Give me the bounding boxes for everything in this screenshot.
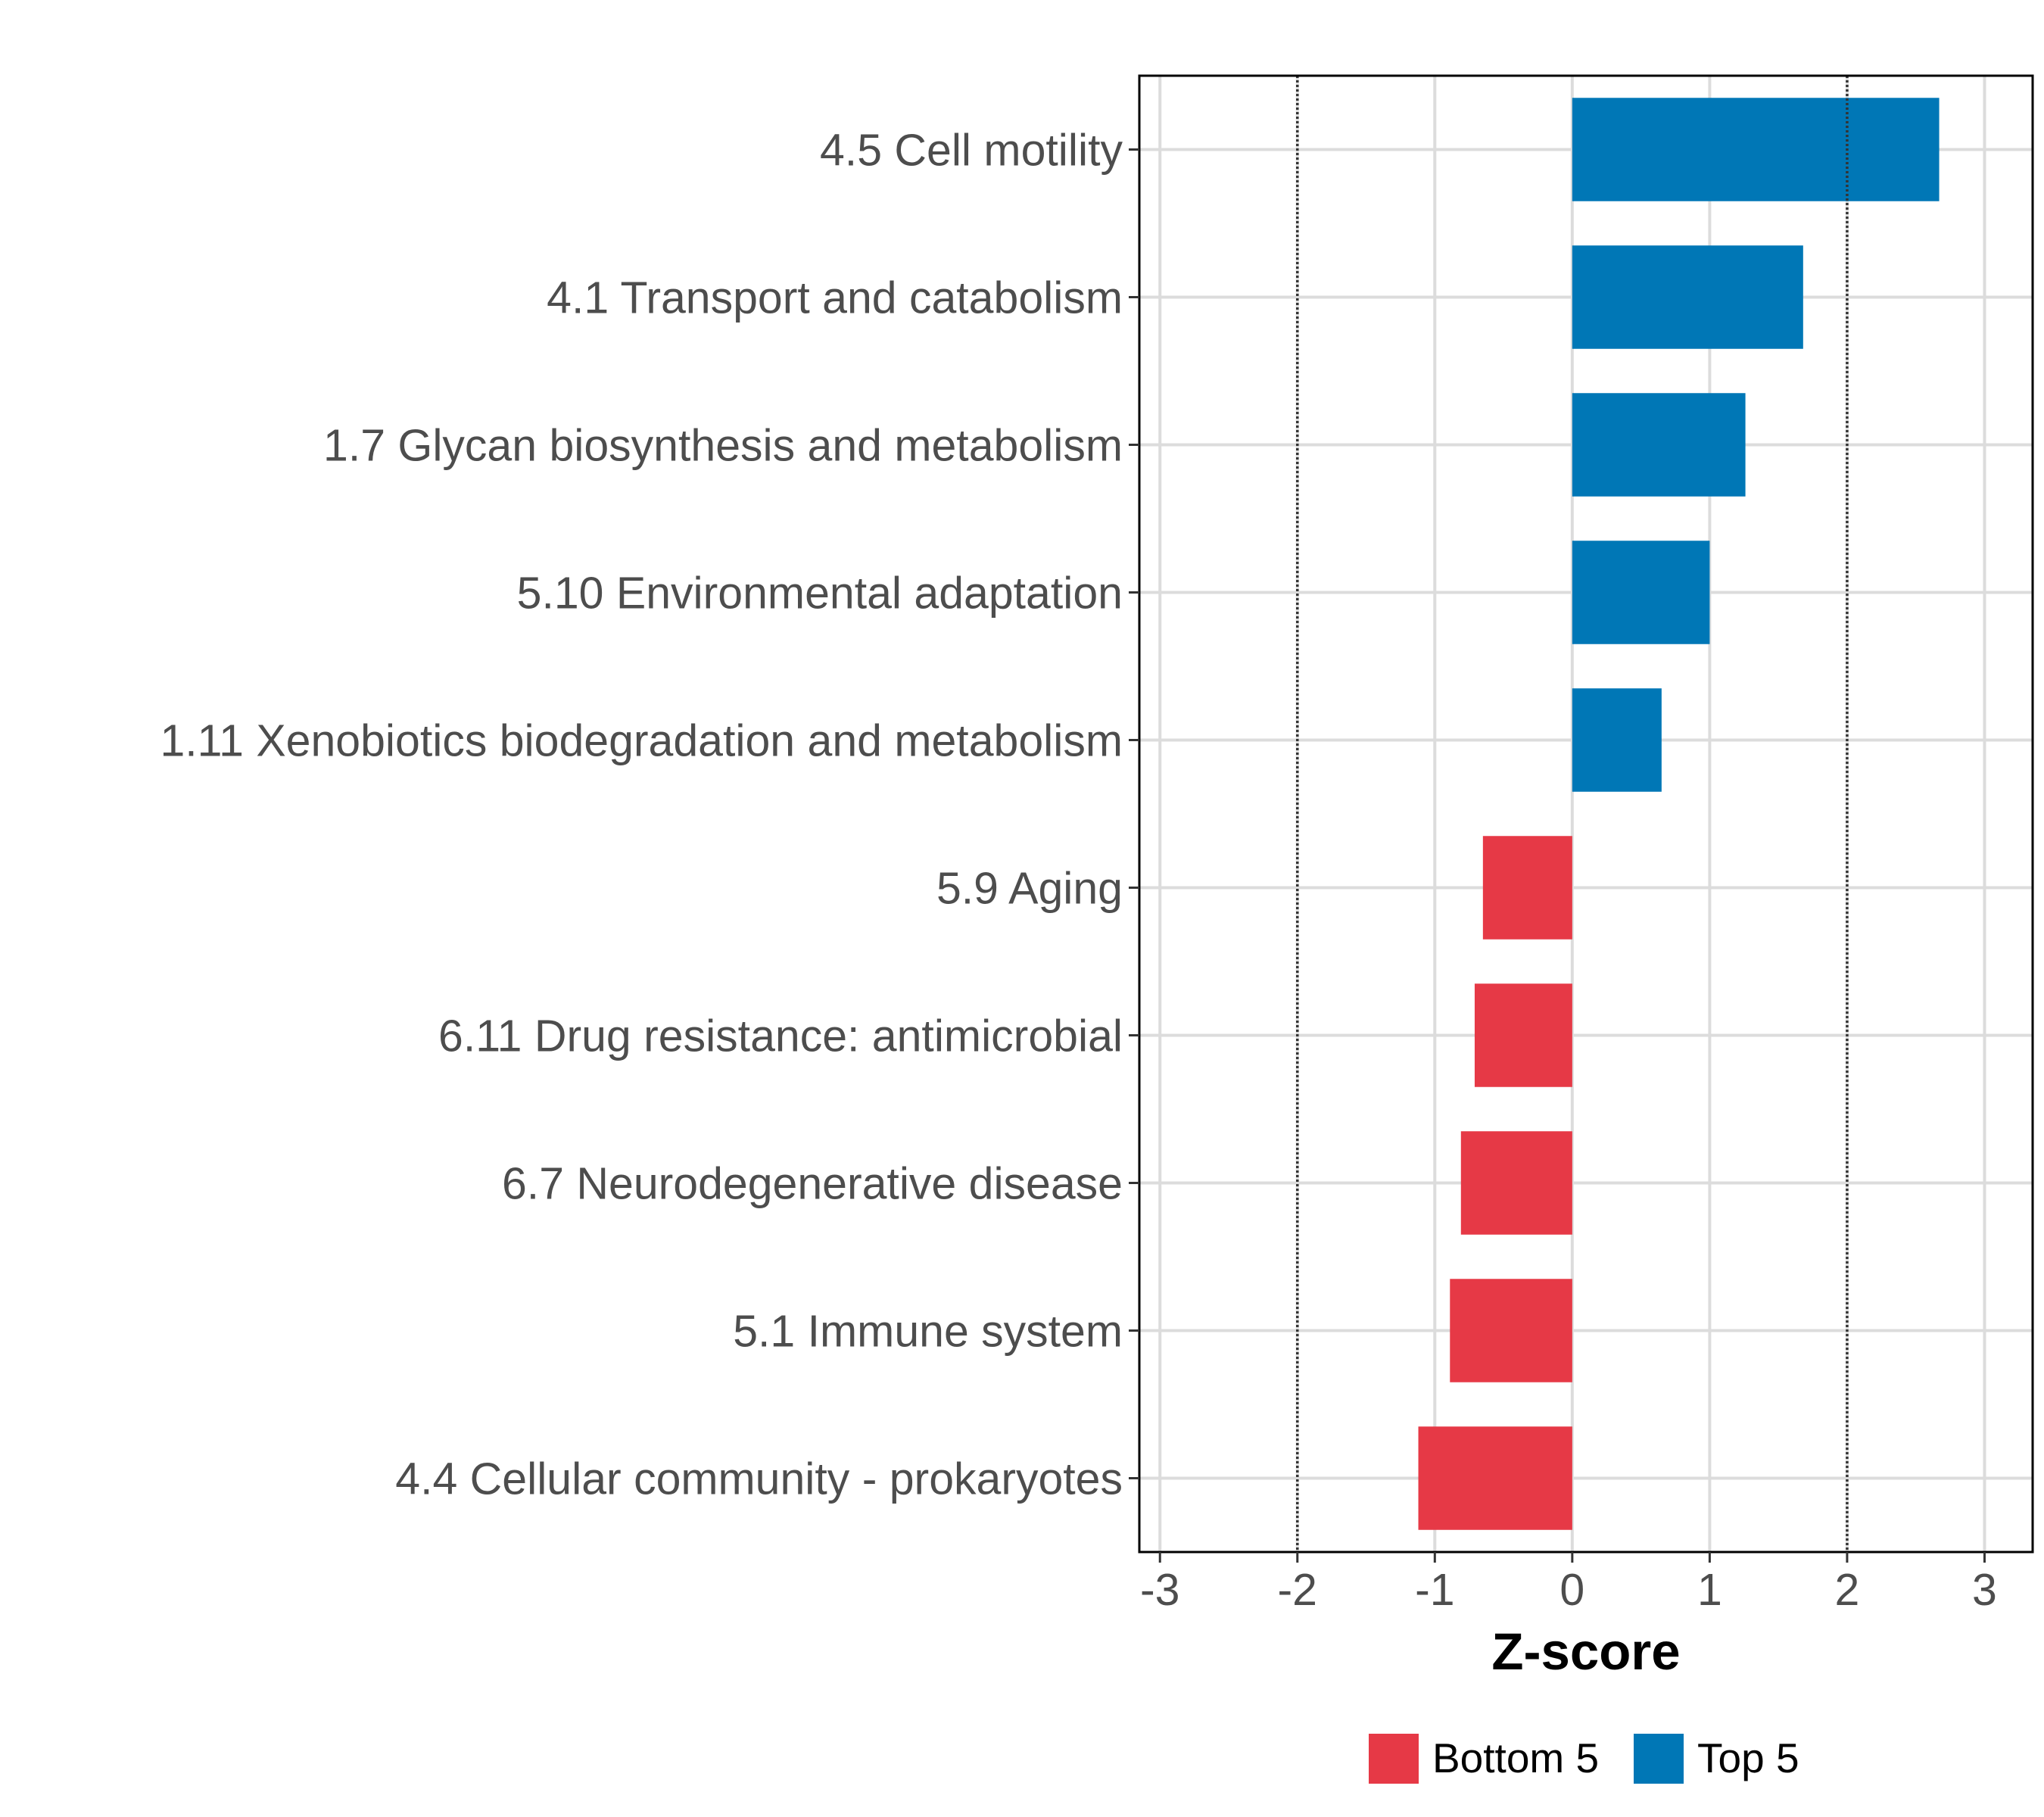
x-tick-label: -1 xyxy=(1415,1565,1454,1615)
y-tick-label: 1.7 Glycan biosynthesis and metabolism xyxy=(323,421,1123,471)
x-tick-label: 3 xyxy=(1972,1565,1997,1615)
bar-4 xyxy=(1572,541,1710,644)
y-tick-label: 1.11 Xenobiotics biodegradation and meta… xyxy=(160,716,1123,766)
bar-6 xyxy=(1482,836,1572,940)
y-tick-label: 4.5 Cell motility xyxy=(820,126,1123,176)
plot-panel-border xyxy=(1138,74,2034,1554)
y-tick-label: 5.10 Environmental adaptation xyxy=(517,569,1123,619)
reference-lines xyxy=(1296,76,1849,1552)
x-tick-label: -2 xyxy=(1278,1565,1317,1615)
x-tick-label: 2 xyxy=(1835,1565,1860,1615)
legend-key-1 xyxy=(1369,1734,1419,1784)
y-tick-label: 4.4 Cellular community - prokaryotes xyxy=(395,1454,1123,1504)
y-tick-label: 5.9 Aging xyxy=(936,864,1123,914)
bar-1 xyxy=(1572,98,1940,201)
y-tick-label: 6.7 Neurodegenerative disease xyxy=(502,1159,1123,1209)
x-tick-label: 1 xyxy=(1697,1565,1722,1615)
x-axis: -3 -2 -1 0 1 2 3 xyxy=(1140,1552,1997,1615)
bar-8 xyxy=(1460,1131,1572,1235)
y-axis: 4.5 Cell motility 4.1 Transport and catab… xyxy=(160,126,1139,1504)
y-tick-label: 4.1 Transport and catabolism xyxy=(547,273,1123,323)
legend-label-2: Top 5 xyxy=(1697,1734,1799,1781)
x-axis-title: Z-score xyxy=(1491,1622,1680,1681)
x-tick-label: 0 xyxy=(1559,1565,1584,1615)
x-tick-label: -3 xyxy=(1140,1565,1179,1615)
bar-3 xyxy=(1572,393,1746,497)
legend: Bottom 5 Top 5 xyxy=(1369,1734,1799,1784)
bar-9 xyxy=(1450,1279,1572,1382)
legend-label-1: Bottom 5 xyxy=(1432,1734,1599,1781)
bar-10 xyxy=(1418,1426,1572,1530)
y-tick-label: 5.1 Immune system xyxy=(733,1307,1123,1357)
bar-2 xyxy=(1572,245,1803,349)
bar-5 xyxy=(1572,688,1662,792)
legend-key-2 xyxy=(1634,1734,1684,1784)
bars-layer xyxy=(1418,98,1940,1530)
y-tick-label: 6.11 Drug resistance: antimicrobial xyxy=(438,1011,1123,1061)
bar-7 xyxy=(1474,983,1572,1087)
